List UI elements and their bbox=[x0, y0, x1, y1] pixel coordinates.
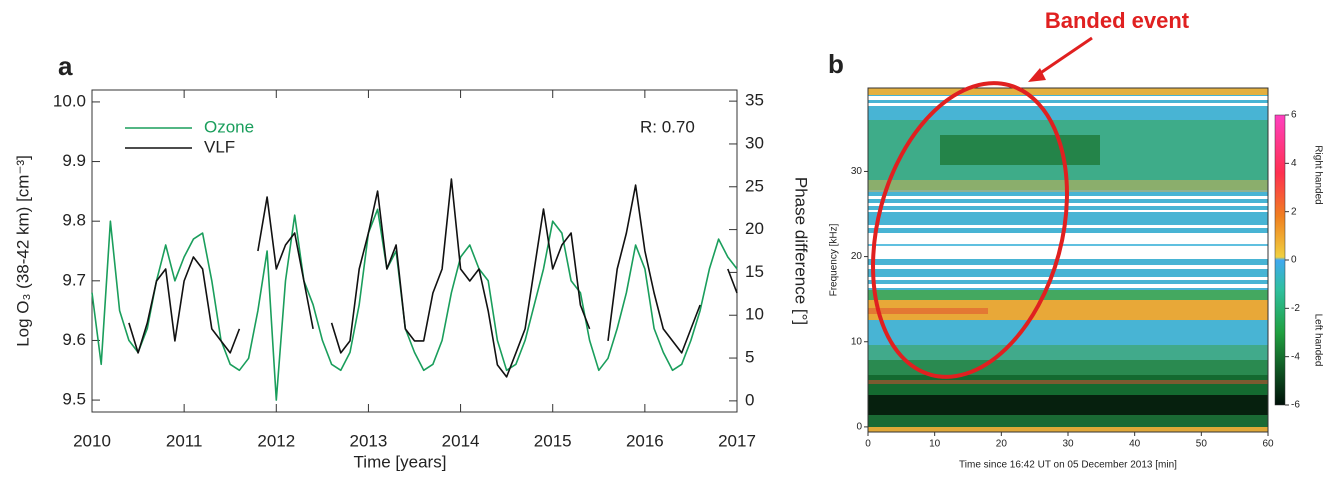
y2-axis-label: Phase difference [°] bbox=[792, 177, 811, 325]
x-tick-label: 2011 bbox=[166, 431, 203, 450]
colorbar-tick-label: 2 bbox=[1291, 206, 1297, 217]
y-tick-label: 9.9 bbox=[62, 151, 86, 170]
x-tick-label: 0 bbox=[865, 439, 871, 450]
y-axis-label: Log O₃ (38-42 km) [cm⁻³] bbox=[13, 155, 32, 347]
x-axis-label: Time since 16:42 UT on 05 December 2013 … bbox=[959, 460, 1177, 471]
x-tick-label: 10 bbox=[929, 439, 941, 450]
y2-tick-label: 25 bbox=[745, 176, 764, 195]
x-tick-label: 2013 bbox=[350, 431, 388, 450]
panel-label: b bbox=[828, 49, 844, 79]
x-tick-label: 2012 bbox=[257, 431, 295, 450]
x-axis-label: Time [years] bbox=[354, 452, 447, 471]
x-tick-label: 2010 bbox=[73, 431, 111, 450]
y-tick-label: 9.7 bbox=[62, 270, 86, 289]
colorbar-tick-label: -4 bbox=[1291, 351, 1300, 362]
x-tick-label: 2016 bbox=[626, 431, 664, 450]
spectrogram-image bbox=[868, 88, 1268, 432]
plot-frame bbox=[91, 89, 738, 413]
x-tick-label: 20 bbox=[996, 439, 1008, 450]
y2-tick-label: 10 bbox=[745, 305, 764, 324]
plot-a: 2010 2011 2012 2013 2014 2015 2016 20179.59.69.… bbox=[53, 90, 764, 450]
colorbar-tick-label: 6 bbox=[1291, 110, 1297, 121]
colorbar-tick-label: -2 bbox=[1291, 303, 1300, 314]
y-axis-label: Frequency [kHz] bbox=[829, 223, 840, 296]
colorbar-tick-label: 4 bbox=[1291, 158, 1297, 169]
series-line bbox=[91, 208, 738, 401]
annotation: Banded event bbox=[1045, 8, 1190, 33]
x-tick-label: 2015 bbox=[534, 431, 572, 450]
y2-tick-label: 30 bbox=[745, 133, 764, 152]
y-tick-label: 9.5 bbox=[62, 390, 86, 409]
x-tick-label: 40 bbox=[1129, 439, 1141, 450]
y-tick-label: 9.8 bbox=[62, 211, 86, 230]
annotation: R: 0.70 bbox=[640, 117, 695, 136]
highlight-ellipse bbox=[871, 81, 1069, 379]
x-tick-label: 30 bbox=[1062, 439, 1074, 450]
y-tick-label: 0 bbox=[856, 422, 862, 433]
colorbar-tick-label: 0 bbox=[1291, 255, 1297, 266]
colorbar bbox=[1274, 114, 1286, 406]
y-tick-label: 20 bbox=[851, 251, 863, 262]
colorbar-label: Right handed bbox=[1312, 145, 1323, 205]
y2-tick-label: 0 bbox=[745, 390, 754, 409]
colorbar-label: Left handed bbox=[1312, 314, 1323, 367]
arrow-head bbox=[1028, 68, 1046, 82]
x-tick-label: 2017 bbox=[718, 431, 756, 450]
colorbar-tick-label: -6 bbox=[1291, 400, 1300, 411]
y-tick-label: 9.6 bbox=[62, 330, 86, 349]
x-tick-label: 50 bbox=[1196, 439, 1208, 450]
y2-tick-label: 35 bbox=[745, 91, 764, 110]
arrow bbox=[1035, 36, 1093, 78]
y-tick-label: 10 bbox=[851, 336, 863, 347]
y-tick-label: 10.0 bbox=[53, 91, 86, 110]
y-tick-label: 30 bbox=[851, 166, 863, 177]
plot-b: 0 10 20 30 40 50 60 0 10 20 30 -6 -4 -2 0 2 4 6 bbox=[851, 110, 1300, 450]
y2-tick-label: 15 bbox=[745, 262, 764, 281]
legend-label: Ozone bbox=[204, 117, 254, 136]
x-tick-label: 2014 bbox=[442, 431, 480, 450]
legend-label: VLF bbox=[204, 137, 235, 156]
series-line bbox=[128, 178, 738, 378]
x-tick-label: 60 bbox=[1262, 439, 1274, 450]
panel-label: a bbox=[58, 51, 73, 81]
y2-tick-label: 5 bbox=[745, 348, 754, 367]
y2-tick-label: 20 bbox=[745, 219, 764, 238]
